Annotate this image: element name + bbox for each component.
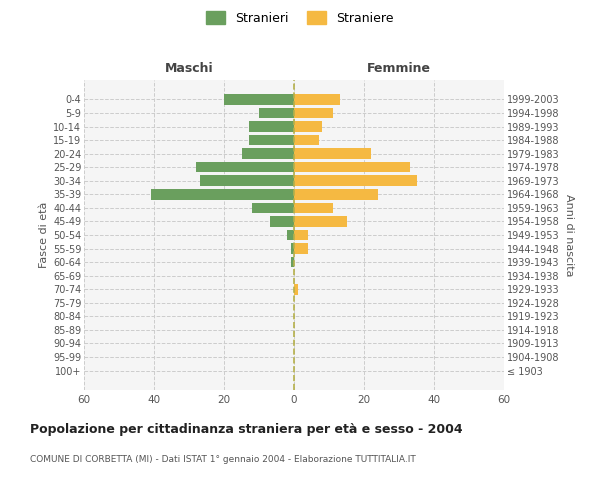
Bar [294, 135, 319, 145]
Bar [196, 162, 294, 172]
Bar [287, 230, 294, 240]
Bar [252, 202, 294, 213]
Bar [199, 176, 294, 186]
Text: COMUNE DI CORBETTA (MI) - Dati ISTAT 1° gennaio 2004 - Elaborazione TUTTITALIA.I: COMUNE DI CORBETTA (MI) - Dati ISTAT 1° … [30, 455, 416, 464]
Y-axis label: Fasce di età: Fasce di età [38, 202, 49, 268]
Bar [294, 176, 416, 186]
Bar [294, 230, 308, 240]
Bar [294, 94, 340, 104]
Bar [151, 189, 294, 200]
Bar [241, 148, 294, 159]
Bar [248, 135, 294, 145]
Bar [294, 244, 308, 254]
Bar [269, 216, 294, 226]
Bar [290, 244, 294, 254]
Text: Maschi: Maschi [164, 62, 214, 75]
Bar [294, 162, 409, 172]
Bar [224, 94, 294, 104]
Text: Popolazione per cittadinanza straniera per età e sesso - 2004: Popolazione per cittadinanza straniera p… [30, 422, 463, 436]
Bar [294, 284, 298, 294]
Bar [294, 216, 347, 226]
Bar [294, 189, 378, 200]
Bar [294, 108, 332, 118]
Bar [294, 121, 322, 132]
Legend: Stranieri, Straniere: Stranieri, Straniere [202, 6, 398, 30]
Bar [259, 108, 294, 118]
Text: Femmine: Femmine [367, 62, 431, 75]
Bar [294, 202, 332, 213]
Bar [294, 148, 371, 159]
Bar [248, 121, 294, 132]
Bar [290, 257, 294, 268]
Y-axis label: Anni di nascita: Anni di nascita [563, 194, 574, 276]
